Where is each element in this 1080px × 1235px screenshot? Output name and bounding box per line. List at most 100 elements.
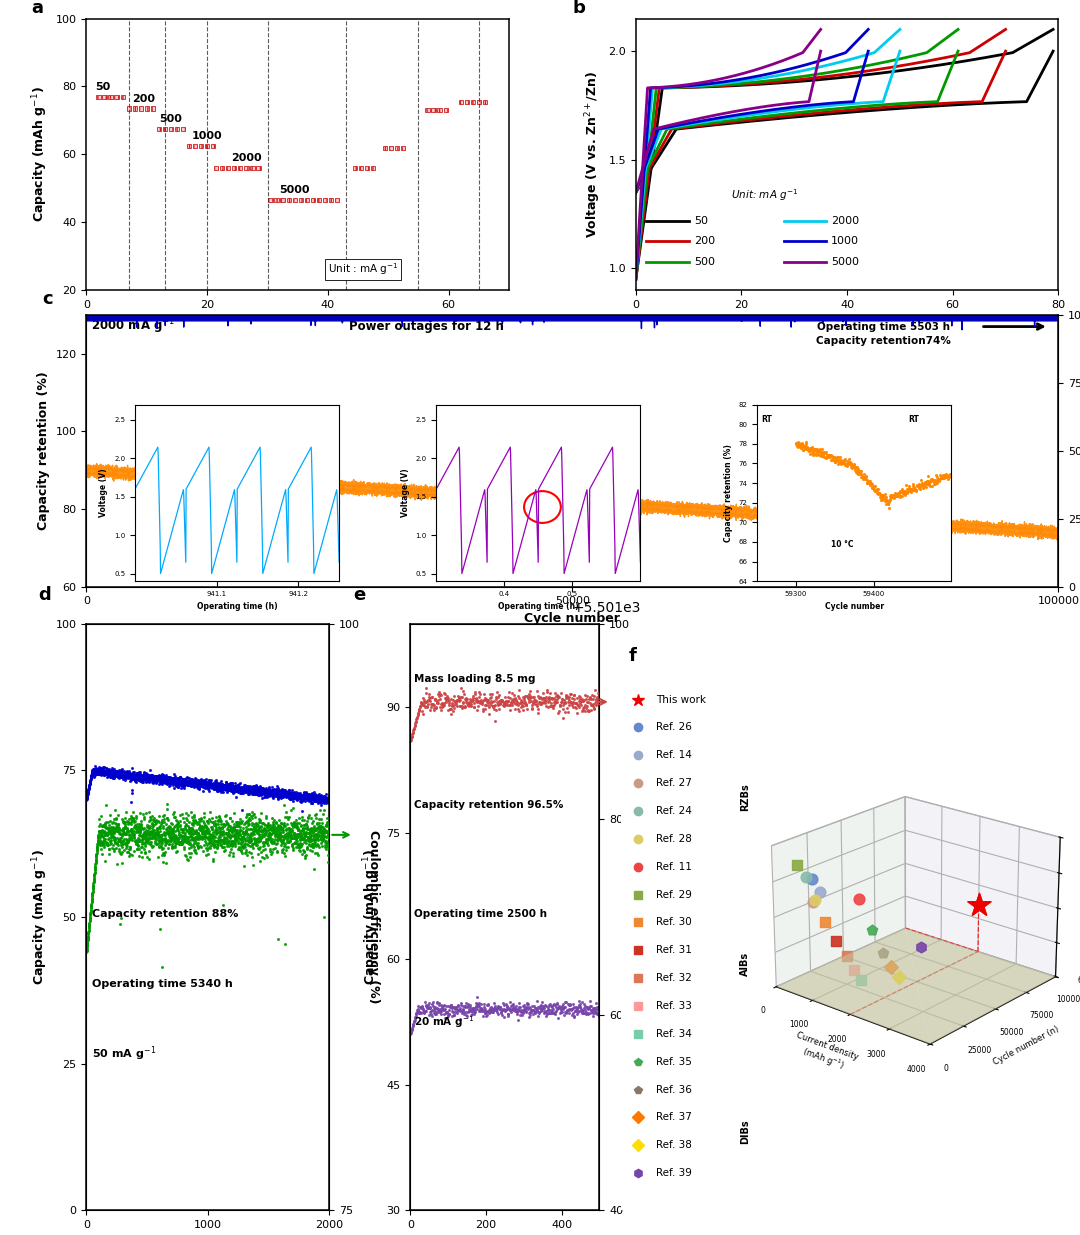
Point <box>97 763 114 783</box>
Point <box>195 773 213 793</box>
Point <box>154 768 172 788</box>
Point <box>89 763 106 783</box>
Point <box>149 768 166 788</box>
Point <box>409 999 427 1019</box>
Point <box>303 823 321 842</box>
Point <box>210 776 227 795</box>
Point <box>421 692 438 711</box>
Point <box>450 1000 468 1020</box>
Point <box>522 1005 539 1025</box>
Point <box>481 1003 498 1023</box>
Point <box>407 1008 424 1028</box>
Point <box>550 1008 567 1028</box>
Point <box>83 885 100 905</box>
Point <box>134 819 151 839</box>
Point <box>91 823 108 842</box>
Point <box>121 839 138 858</box>
Point <box>149 847 166 867</box>
Point <box>270 810 287 830</box>
Point <box>211 809 228 829</box>
Point <box>239 835 256 855</box>
Point <box>133 769 150 789</box>
Point <box>204 851 221 871</box>
Point <box>119 811 136 831</box>
Point <box>515 1000 532 1020</box>
Point <box>259 787 276 806</box>
Point <box>106 829 123 848</box>
Point <box>257 831 274 851</box>
Point <box>426 695 443 715</box>
Point <box>81 776 98 795</box>
Point <box>123 783 140 803</box>
Point <box>132 766 149 785</box>
Point <box>238 781 255 800</box>
Point <box>254 832 271 852</box>
Point <box>122 845 139 864</box>
Point <box>477 1005 495 1025</box>
FancyBboxPatch shape <box>274 198 279 203</box>
Point <box>139 832 157 852</box>
Point <box>83 764 100 784</box>
Point <box>440 688 457 708</box>
Point <box>162 772 179 792</box>
Point <box>289 820 307 840</box>
Point <box>80 779 97 799</box>
Point <box>111 764 129 784</box>
Point <box>274 787 292 806</box>
Point <box>464 1000 482 1020</box>
Point <box>175 777 192 797</box>
Point <box>540 998 557 1018</box>
Point <box>127 766 145 785</box>
Point <box>216 837 233 857</box>
Point <box>156 769 173 789</box>
Point <box>525 688 542 708</box>
Point <box>302 830 320 850</box>
Point <box>294 789 311 809</box>
Point <box>424 698 442 718</box>
Point <box>172 811 189 831</box>
Point <box>257 823 274 842</box>
Point <box>134 764 151 784</box>
Point <box>303 830 321 850</box>
Point <box>89 760 106 779</box>
Point <box>558 1000 576 1020</box>
Point <box>147 823 164 842</box>
Point <box>170 824 187 844</box>
Point <box>227 779 244 799</box>
Point <box>177 769 194 789</box>
Point <box>208 777 226 797</box>
Point <box>78 788 95 808</box>
Point <box>106 766 123 785</box>
Point <box>156 766 173 785</box>
Point <box>170 768 187 788</box>
Point <box>274 827 292 847</box>
Text: This work: This work <box>656 694 706 704</box>
Point <box>483 998 500 1018</box>
Point <box>111 762 129 782</box>
Point <box>468 690 485 710</box>
FancyBboxPatch shape <box>335 198 339 203</box>
Point <box>234 783 252 803</box>
Point <box>577 701 594 721</box>
Point <box>297 845 314 864</box>
Point <box>309 835 326 855</box>
Point <box>177 772 194 792</box>
Point <box>126 766 144 785</box>
Point <box>450 688 468 708</box>
Point <box>84 764 102 784</box>
Point <box>298 784 315 804</box>
Point <box>141 769 159 789</box>
Point <box>119 764 136 784</box>
Point <box>262 781 280 800</box>
Point <box>110 839 127 858</box>
Point <box>100 815 118 835</box>
Point <box>87 761 105 781</box>
Point <box>292 841 309 861</box>
Point <box>548 998 565 1018</box>
Point <box>174 773 191 793</box>
Point <box>310 826 327 846</box>
Point <box>197 821 214 841</box>
Point <box>286 784 303 804</box>
Point <box>109 835 126 855</box>
Point <box>247 782 265 802</box>
